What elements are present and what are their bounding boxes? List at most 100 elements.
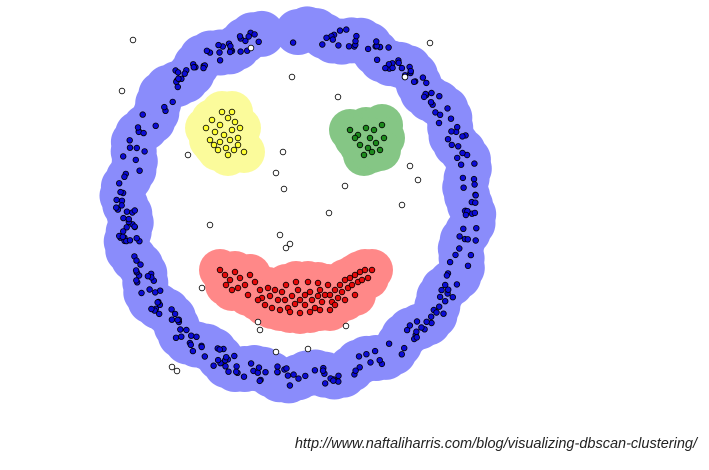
point-face-outline [255, 364, 263, 371]
point-face-outline [462, 211, 470, 219]
point-noise [173, 367, 181, 375]
point-face-outline [198, 343, 205, 351]
point-left-eye [236, 124, 244, 132]
point-face-outline [319, 367, 327, 374]
halo-face-outline [444, 173, 491, 220]
point-face-outline [126, 137, 133, 144]
point-mouth [318, 298, 326, 306]
point-left-eye [240, 148, 248, 156]
point-face-outline [376, 357, 383, 364]
point-mouth [314, 279, 322, 287]
point-face-outline [256, 377, 263, 385]
point-face-outline [174, 83, 181, 91]
point-face-outline [371, 347, 379, 355]
point-face-outline [133, 144, 140, 152]
point-face-outline [419, 74, 427, 81]
point-face-outline [203, 47, 211, 54]
point-face-outline [385, 340, 393, 347]
point-face-outline [148, 305, 155, 313]
point-left-eye [224, 114, 232, 122]
point-face-outline [245, 33, 252, 40]
point-face-outline [284, 372, 292, 379]
point-mouth [351, 271, 359, 279]
point-face-outline [448, 141, 455, 149]
point-right-eye [366, 134, 374, 142]
point-face-outline [232, 368, 240, 375]
point-mouth [296, 296, 304, 304]
point-mouth [268, 304, 276, 312]
point-face-outline [120, 214, 127, 222]
point-mouth [286, 308, 294, 316]
point-face-outline [254, 369, 261, 376]
point-face-outline [152, 122, 159, 129]
point-mouth [368, 266, 376, 274]
point-noise [254, 318, 262, 326]
point-mouth [276, 306, 284, 314]
point-face-outline [133, 257, 140, 264]
point-face-outline [133, 277, 140, 284]
point-face-outline [427, 98, 435, 106]
point-mouth [294, 286, 302, 294]
point-face-outline [356, 364, 363, 371]
point-right-eye [368, 148, 376, 156]
point-face-outline [442, 281, 449, 289]
point-mouth [278, 288, 286, 296]
point-face-outline [473, 224, 480, 232]
point-face-outline [140, 129, 147, 137]
point-face-outline [385, 44, 392, 51]
point-face-outline [133, 234, 140, 242]
point-face-outline [446, 258, 454, 266]
point-face-outline [172, 334, 180, 341]
point-face-outline [227, 43, 234, 50]
point-face-outline [125, 215, 132, 223]
point-right-eye [376, 146, 384, 154]
point-right-eye [370, 126, 378, 134]
point-face-outline [138, 289, 145, 297]
point-face-outline [132, 156, 139, 164]
point-face-outline [436, 303, 443, 310]
point-face-outline [440, 310, 447, 317]
point-face-outline [449, 294, 456, 301]
point-left-eye [226, 136, 234, 144]
point-face-outline [401, 344, 408, 352]
point-mouth [221, 271, 229, 279]
point-face-outline [454, 123, 461, 131]
point-face-outline [322, 380, 329, 387]
point-mouth [331, 286, 339, 294]
point-face-outline [210, 362, 217, 369]
point-noise [398, 201, 406, 209]
point-face-outline [189, 347, 197, 355]
point-face-outline [352, 367, 359, 374]
point-face-outline [413, 328, 420, 335]
point-face-outline [323, 34, 330, 41]
point-face-outline [222, 354, 230, 361]
point-noise [247, 44, 255, 52]
point-left-eye [234, 134, 242, 142]
point-face-outline [174, 69, 182, 76]
point-face-outline [398, 351, 405, 358]
point-face-outline [472, 199, 479, 206]
point-face-outline [398, 64, 406, 72]
point-face-outline [187, 332, 195, 339]
point-face-outline [355, 353, 363, 360]
point-face-outline [448, 128, 455, 135]
point-right-eye [362, 124, 370, 132]
point-face-outline [123, 208, 131, 215]
point-mouth [304, 278, 312, 286]
point-face-outline [456, 233, 463, 240]
point-noise [288, 73, 296, 81]
point-face-outline [423, 318, 430, 325]
point-face-outline [367, 359, 374, 366]
point-noise [272, 169, 280, 177]
point-right-eye [351, 134, 359, 142]
point-face-outline [472, 237, 479, 244]
point-face-outline [295, 375, 302, 382]
point-face-outline [236, 33, 244, 40]
point-mouth [292, 278, 300, 286]
point-face-outline [364, 45, 372, 53]
point-face-outline [428, 89, 435, 97]
point-face-outline [226, 48, 234, 56]
point-face-outline [382, 64, 389, 72]
point-face-outline [290, 371, 297, 378]
